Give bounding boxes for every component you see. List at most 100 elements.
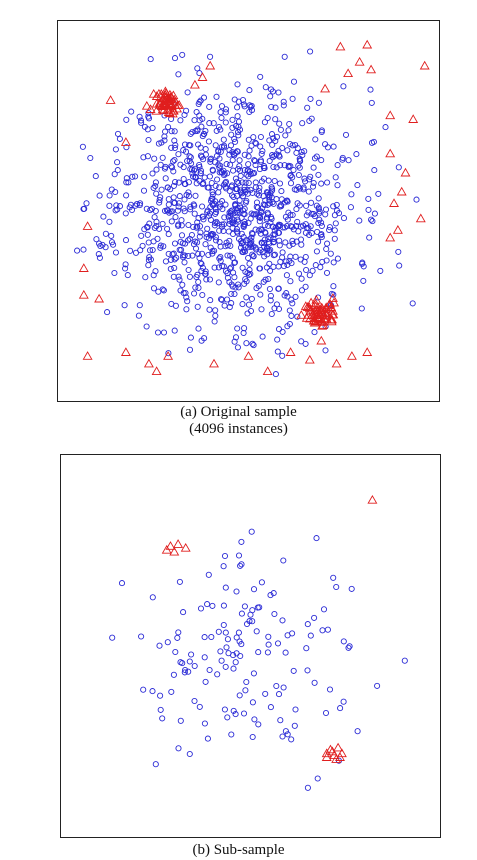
inlier-point	[195, 250, 202, 258]
inlier-point	[226, 237, 233, 244]
inlier-point	[271, 305, 278, 312]
inlier-point	[274, 348, 281, 355]
inlier-point	[201, 174, 208, 181]
inlier-point	[229, 124, 236, 131]
inlier-point	[106, 218, 113, 225]
inlier-point	[245, 136, 252, 143]
inlier-point	[153, 166, 160, 173]
inlier-point	[334, 255, 341, 262]
inlier-point	[346, 643, 353, 650]
inlier-point	[242, 179, 249, 186]
inlier-point	[170, 158, 177, 165]
inlier-point	[307, 48, 314, 55]
inlier-point	[214, 176, 221, 183]
outlier-point	[151, 366, 162, 376]
inlier-point	[285, 162, 292, 169]
inlier-point	[192, 245, 200, 252]
inlier-point	[153, 190, 160, 197]
inlier-point	[123, 116, 130, 123]
inlier-point	[270, 239, 277, 246]
inlier-point	[190, 173, 197, 180]
inlier-point	[288, 736, 295, 743]
inlier-point	[250, 342, 257, 349]
inlier-point	[234, 325, 241, 332]
outlier-point	[94, 293, 105, 303]
inlier-point	[179, 660, 186, 667]
inlier-point	[223, 185, 230, 192]
inlier-point	[204, 601, 211, 608]
inlier-point	[164, 184, 171, 191]
inlier-point	[92, 173, 99, 180]
inlier-point	[232, 175, 239, 182]
outlier-point	[120, 137, 131, 146]
inlier-point	[162, 128, 169, 135]
inlier-point	[172, 214, 179, 221]
inlier-point	[152, 179, 159, 186]
inlier-point	[248, 234, 255, 241]
inlier-point	[152, 761, 159, 768]
inlier-point	[157, 242, 164, 249]
inlier-point	[194, 239, 201, 246]
outlier-point	[335, 41, 346, 51]
inlier-point	[213, 93, 220, 100]
inlier-point	[198, 260, 205, 267]
inlier-point	[188, 166, 196, 173]
inlier-point	[270, 590, 277, 597]
inlier-point	[340, 83, 347, 90]
inlier-point	[224, 714, 231, 721]
inlier-point	[174, 207, 181, 214]
inlier-point	[308, 230, 315, 237]
inlier-point	[199, 203, 206, 210]
inlier-point	[138, 232, 145, 239]
inlier-point	[275, 221, 283, 228]
outlier-point	[243, 351, 254, 360]
inlier-point	[132, 249, 140, 256]
inlier-point	[196, 233, 203, 240]
inlier-point	[227, 210, 234, 217]
inlier-point	[234, 344, 241, 351]
inlier-point	[255, 227, 262, 234]
inlier-point	[409, 300, 416, 307]
inlier-point	[243, 294, 250, 301]
inlier-point	[228, 290, 235, 297]
inlier-point	[201, 654, 208, 661]
inlier-point	[286, 307, 293, 314]
inlier-point	[152, 182, 159, 190]
outlier-point	[333, 742, 344, 752]
inlier-point	[127, 247, 134, 254]
inlier-point	[217, 253, 224, 261]
inlier-point	[233, 226, 241, 233]
inlier-point	[371, 167, 378, 174]
inlier-point	[279, 617, 286, 624]
inlier-point	[222, 629, 229, 636]
inlier-point	[165, 350, 172, 357]
inlier-point	[220, 227, 227, 235]
inlier-point	[290, 166, 297, 174]
inlier-point	[159, 715, 166, 722]
inlier-point	[282, 239, 289, 246]
inlier-point	[333, 201, 340, 208]
inlier-point	[165, 250, 172, 257]
inlier-point	[368, 216, 375, 223]
inlier-point	[256, 211, 263, 218]
outlier-point	[304, 354, 315, 364]
inlier-point	[171, 128, 178, 135]
inlier-point	[262, 276, 269, 283]
inlier-point	[202, 146, 209, 153]
inlier-point	[395, 248, 402, 255]
inlier-point	[268, 184, 275, 191]
inlier-point	[261, 222, 268, 229]
inlier-point	[312, 136, 319, 143]
inlier-point	[231, 209, 239, 216]
outlier-point	[158, 105, 169, 115]
inlier-point	[268, 131, 276, 138]
inlier-point	[123, 192, 130, 199]
inlier-point	[106, 192, 113, 199]
inlier-point	[140, 154, 147, 161]
inlier-point	[215, 161, 222, 168]
outlier-point	[385, 232, 396, 242]
inlier-point	[157, 194, 164, 201]
outlier-point	[165, 541, 176, 550]
inlier-point	[288, 296, 295, 303]
inlier-point	[245, 153, 252, 160]
